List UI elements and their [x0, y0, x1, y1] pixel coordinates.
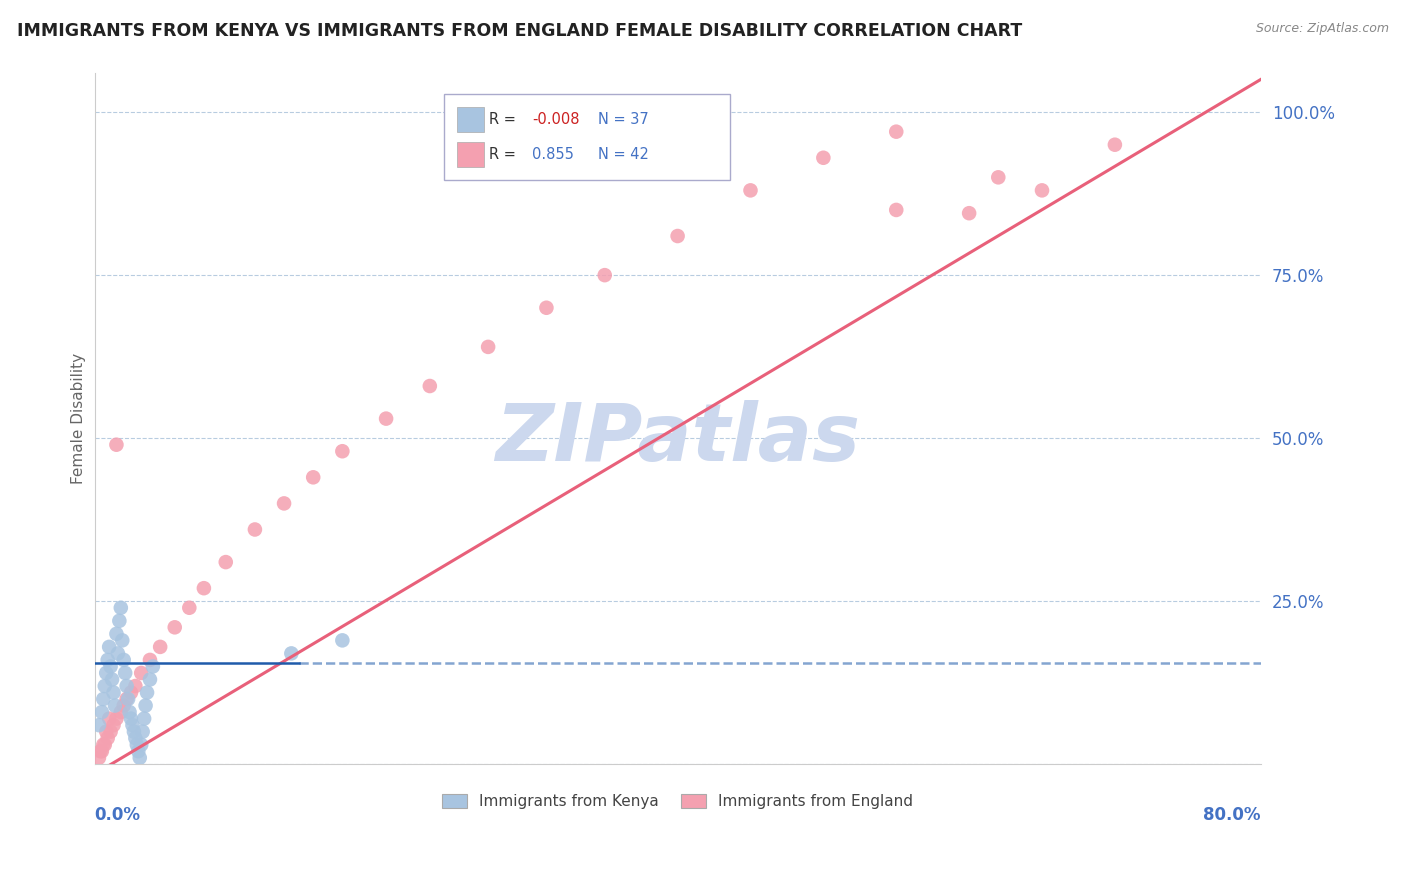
Point [163, 620, 186, 634]
Point [100, 659, 122, 673]
Point [108, 614, 131, 628]
Point [97, 731, 120, 746]
Point [91, 692, 114, 706]
FancyBboxPatch shape [457, 107, 485, 132]
Point [740, 183, 762, 197]
Point [87, 718, 110, 732]
Point [114, 665, 136, 680]
Text: R =: R = [489, 147, 520, 162]
Point [112, 698, 135, 713]
Point [813, 151, 835, 165]
Point [107, 647, 129, 661]
Text: N = 37: N = 37 [598, 112, 650, 127]
FancyBboxPatch shape [444, 94, 730, 180]
Point [98, 712, 121, 726]
Point [122, 724, 145, 739]
Point [101, 673, 124, 687]
Point [110, 705, 132, 719]
Point [105, 712, 128, 726]
Point [273, 496, 295, 510]
Point [375, 411, 398, 425]
Point [96, 665, 118, 680]
FancyBboxPatch shape [457, 142, 485, 167]
Point [215, 555, 238, 569]
Point [987, 170, 1010, 185]
Point [419, 379, 441, 393]
Point [124, 731, 146, 746]
Point [280, 647, 302, 661]
Point [884, 125, 907, 139]
Point [193, 581, 215, 595]
Point [96, 724, 118, 739]
Point [139, 653, 162, 667]
Text: IMMIGRANTS FROM KENYA VS IMMIGRANTS FROM ENGLAND FEMALE DISABILITY CORRELATION C: IMMIGRANTS FROM KENYA VS IMMIGRANTS FROM… [17, 22, 1022, 40]
Point [89, 744, 111, 758]
Point [139, 673, 162, 687]
Text: Source: ZipAtlas.com: Source: ZipAtlas.com [1256, 22, 1389, 36]
Point [332, 444, 354, 458]
Point [120, 712, 142, 726]
Point [1104, 137, 1126, 152]
Point [593, 268, 616, 282]
Point [94, 679, 117, 693]
Point [115, 692, 138, 706]
Point [105, 438, 128, 452]
Point [666, 229, 689, 244]
Point [125, 738, 148, 752]
Point [149, 640, 172, 654]
Point [90, 744, 112, 758]
Point [118, 705, 141, 719]
Point [128, 750, 150, 764]
Text: ZIPatlas: ZIPatlas [495, 401, 860, 478]
Point [127, 744, 149, 758]
Point [112, 653, 135, 667]
Point [134, 712, 156, 726]
Point [136, 685, 159, 699]
Point [536, 301, 558, 315]
Point [104, 698, 127, 713]
Point [302, 470, 325, 484]
Text: 80.0%: 80.0% [1204, 805, 1261, 823]
Point [884, 202, 907, 217]
Legend: Immigrants from Kenya, Immigrants from England: Immigrants from Kenya, Immigrants from E… [436, 788, 920, 815]
Point [1031, 183, 1053, 197]
Point [105, 627, 128, 641]
Point [129, 665, 152, 680]
Point [91, 738, 114, 752]
Point [103, 685, 125, 699]
Point [120, 685, 142, 699]
Point [131, 724, 153, 739]
Point [121, 718, 143, 732]
Text: -0.008: -0.008 [533, 112, 579, 127]
Point [124, 679, 146, 693]
Text: 0.0%: 0.0% [94, 805, 141, 823]
Point [115, 679, 138, 693]
Point [135, 698, 157, 713]
Point [110, 600, 132, 615]
Y-axis label: Female Disability: Female Disability [72, 353, 86, 484]
Point [129, 738, 152, 752]
Point [94, 738, 117, 752]
Point [477, 340, 499, 354]
Point [100, 724, 122, 739]
Point [90, 705, 112, 719]
Point [957, 206, 980, 220]
Point [179, 600, 201, 615]
Point [243, 523, 266, 537]
Point [332, 633, 354, 648]
Point [142, 659, 165, 673]
Point [97, 653, 120, 667]
Point [103, 718, 125, 732]
Point [111, 633, 134, 648]
Point [87, 750, 110, 764]
Text: R =: R = [489, 112, 520, 127]
Point [98, 640, 121, 654]
Point [117, 692, 139, 706]
Text: N = 42: N = 42 [598, 147, 650, 162]
Text: 0.855: 0.855 [533, 147, 574, 162]
